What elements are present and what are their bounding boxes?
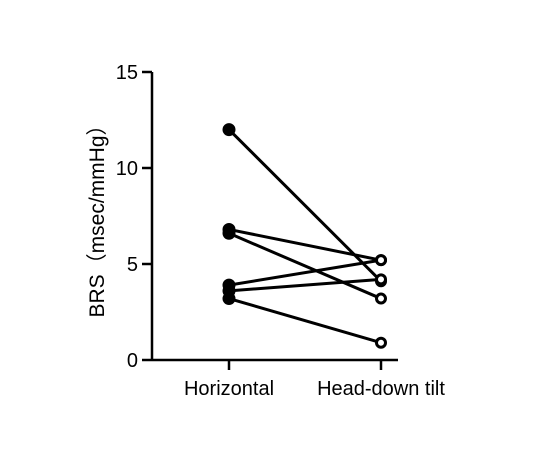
horizontal-point-5 [222, 292, 236, 306]
paired-series [222, 123, 387, 349]
head-down-tilt-point-5 [375, 336, 387, 349]
pair-line-5 [228, 297, 382, 345]
horizontal-point-0 [222, 123, 236, 137]
pair-line-0 [227, 128, 383, 283]
pair-line-4 [228, 277, 382, 293]
y-axis-label: BRS（msec/mmHg） [86, 114, 109, 317]
y-tick-label-10: 10 [116, 158, 138, 180]
head-down-tilt-point-2 [375, 292, 387, 305]
y-tick-label-0: 0 [127, 350, 138, 372]
head-down-tilt-point-3 [375, 254, 387, 267]
x-axis: Horizontal Head-down tilt [152, 358, 445, 400]
pair-line-1 [228, 227, 382, 262]
x-ticks: Horizontal Head-down tilt [184, 360, 445, 400]
y-ticks: 0 5 10 15 [116, 62, 152, 372]
head-down-tilt-point-4 [375, 273, 387, 286]
y-tick-label-15: 15 [116, 62, 138, 84]
y-axis: 0 5 10 15 [116, 62, 154, 372]
x-category-label-0: Horizontal [184, 378, 274, 400]
pair-line-3 [228, 258, 382, 287]
y-tick-label-5: 5 [127, 254, 138, 276]
x-category-label-1: Head-down tilt [317, 378, 445, 400]
horizontal-point-2 [222, 226, 236, 240]
pair-line-2 [228, 231, 382, 300]
